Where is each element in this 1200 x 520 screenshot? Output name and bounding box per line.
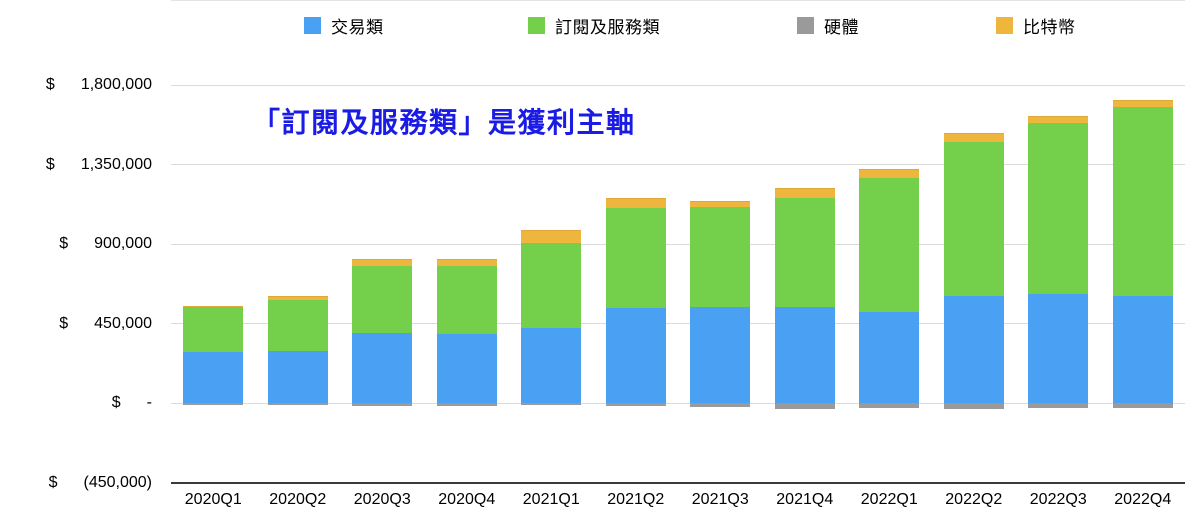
x-axis-label-2020Q1: 2020Q1 [184,491,242,508]
bar-segment-硬體-2020Q2 [267,403,328,405]
legend-swatch-icon [304,16,321,34]
y-tick-currency: $ [59,314,69,332]
bar-segment-訂閱及服務類-2020Q4 [436,266,497,334]
x-axis-label-2021Q2: 2021Q2 [607,491,665,508]
bar-segment-訂閱及服務類-2022Q3 [1028,123,1089,294]
y-axis-tick: $ - [18,393,152,413]
bar-segment-比特幣-2021Q1 [521,230,582,244]
y-axis-tick: $900,000 [18,234,152,254]
y-tick-currency: $ [45,76,55,93]
chart-annotation-title: 「訂閱及服務類」是獲利主軸 [252,107,636,138]
bar-segment-交易類-2022Q2 [943,296,1004,403]
bar-segment-交易類-2020Q2 [267,351,328,403]
x-axis-label-2022Q2: 2022Q2 [945,491,1003,508]
legend-item-3: 硬體 [797,15,859,37]
bar-segment-交易類-2020Q4 [436,333,497,403]
x-axis-label-2021Q1: 2021Q1 [522,491,580,508]
bar-segment-訂閱及服務類-2021Q4 [774,198,835,307]
y-axis-tick: $1,350,000 [18,155,152,175]
bar-segment-訂閱及服務類-2021Q2 [605,207,666,308]
bar-segment-訂閱及服務類-2022Q4 [1112,107,1173,296]
bar-segment-比特幣-2022Q3 [1028,115,1089,124]
bar-segment-訂閱及服務類-2022Q1 [859,177,920,312]
bar-segment-硬體-2022Q4 [1112,403,1173,409]
zero-baseline [171,0,1185,1]
bar-segment-硬體-2021Q4 [774,403,835,409]
bar-segment-訂閱及服務類-2022Q2 [943,141,1004,297]
x-axis-label-2022Q4: 2022Q4 [1114,491,1172,508]
bar-segment-訂閱及服務類-2021Q1 [521,243,582,328]
bar-segment-交易類-2022Q1 [859,312,920,403]
y-tick-currency: $ [59,235,69,252]
legend-item-4: 比特幣 [996,15,1076,37]
y-tick-value: 1,800,000 [80,76,152,93]
bar-segment-硬體-2020Q3 [352,403,413,406]
bar-segment-比特幣-2020Q1 [183,306,244,308]
gridline [171,164,1185,165]
x-axis-label-2020Q4: 2020Q4 [438,491,496,508]
bar-segment-交易類-2020Q3 [352,332,413,403]
bar-segment-比特幣-2021Q3 [690,200,751,207]
bar-segment-交易類-2021Q2 [605,307,666,403]
bar-segment-硬體-2020Q4 [436,403,497,406]
legend-item-1: 交易類 [304,15,384,37]
y-axis-tick: $ (450,000) [18,473,152,493]
bar-segment-比特幣-2022Q2 [943,132,1004,142]
bar-segment-交易類-2021Q1 [521,327,582,403]
bar-segment-比特幣-2020Q4 [436,258,497,267]
bar-segment-硬體-2020Q1 [183,403,244,406]
legend-label: 交易類 [331,17,384,37]
x-axis-label-2021Q3: 2021Q3 [691,491,749,508]
bar-segment-比特幣-2022Q4 [1112,100,1173,108]
bar-segment-比特幣-2022Q1 [859,168,920,178]
x-axis-label-2021Q4: 2021Q4 [776,491,834,508]
bar-segment-比特幣-2020Q2 [267,295,328,300]
bar-segment-硬體-2021Q3 [690,403,751,408]
y-tick-currency: $ [48,473,58,491]
bar-segment-訂閱及服務類-2020Q2 [267,299,328,352]
x-axis-label-2022Q3: 2022Q3 [1029,491,1087,508]
gridline [171,402,1185,404]
legend-swatch-icon [797,16,814,34]
bar-segment-硬體-2022Q2 [943,403,1004,409]
y-tick-value: - [146,394,152,411]
y-tick-value: 450,000 [94,314,152,332]
gridline [171,243,1185,245]
bar-segment-硬體-2021Q2 [605,403,666,406]
y-tick-currency: $ [111,394,121,411]
bar-segment-交易類-2022Q3 [1028,293,1089,403]
bar-segment-交易類-2021Q4 [774,306,835,403]
y-tick-value: 900,000 [94,235,152,252]
y-tick-value: (450,000) [83,473,153,491]
bar-segment-比特幣-2021Q2 [605,198,666,208]
bar-segment-硬體-2022Q3 [1028,403,1089,408]
y-axis-tick: $450,000 [18,314,152,334]
bar-segment-交易類-2021Q3 [690,307,751,403]
gridline [171,84,1185,86]
bar-segment-比特幣-2020Q3 [352,258,413,266]
legend-swatch-icon [996,16,1013,34]
bar-segment-訂閱及服務類-2021Q3 [690,206,751,308]
gridline [171,323,1185,324]
bar-segment-比特幣-2021Q4 [774,187,835,199]
y-tick-currency: $ [45,155,55,173]
x-axis-label-2022Q1: 2022Q1 [860,491,918,508]
x-axis-line [171,482,1185,484]
x-axis-label-2020Q3: 2020Q3 [353,491,411,508]
bar-segment-硬體-2022Q1 [859,403,920,408]
bar-segment-硬體-2021Q1 [521,403,582,406]
bar-segment-訂閱及服務類-2020Q3 [352,265,413,333]
legend-label: 訂閱及服務類 [555,17,660,37]
legend-swatch-icon [528,16,545,34]
bar-segment-交易類-2020Q1 [183,352,244,403]
y-axis-tick: $1,800,000 [18,75,152,95]
legend-item-2: 訂閱及服務類 [528,15,660,37]
bar-segment-交易類-2022Q4 [1112,295,1173,403]
y-tick-value: 1,350,000 [80,155,152,173]
legend-label: 硬體 [824,17,859,37]
legend-label: 比特幣 [1023,17,1076,37]
x-axis-label-2020Q2: 2020Q2 [269,491,327,508]
bar-segment-訂閱及服務類-2020Q1 [183,307,244,353]
